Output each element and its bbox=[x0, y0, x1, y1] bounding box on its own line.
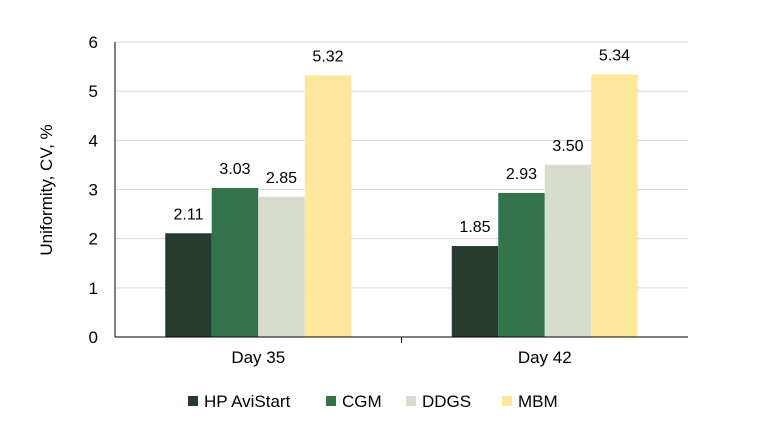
data-label: 5.32 bbox=[312, 48, 343, 65]
data-label: 3.03 bbox=[219, 161, 250, 178]
y-tick-label: 4 bbox=[89, 131, 98, 150]
bar bbox=[544, 164, 592, 337]
data-label: 2.11 bbox=[174, 206, 204, 223]
y-tick-label: 2 bbox=[89, 230, 98, 249]
bar bbox=[498, 192, 545, 337]
bar bbox=[591, 74, 638, 337]
bar bbox=[211, 188, 259, 337]
legend-label: DDGS bbox=[422, 392, 471, 411]
y-axis-label: Uniformity, CV, % bbox=[37, 124, 56, 255]
y-tick-label: 0 bbox=[89, 328, 98, 347]
x-tick-label: Day 42 bbox=[518, 348, 572, 367]
bar bbox=[304, 75, 352, 337]
legend-label: CGM bbox=[342, 392, 382, 411]
data-label: 2.93 bbox=[506, 166, 537, 183]
bar bbox=[258, 196, 305, 337]
legend-label: HP AviStart bbox=[204, 392, 291, 411]
y-tick-label: 3 bbox=[89, 181, 98, 200]
y-tick-label: 6 bbox=[89, 33, 98, 52]
y-tick-label: 5 bbox=[89, 82, 98, 101]
legend-marker bbox=[326, 396, 336, 406]
y-tick-label: 1 bbox=[89, 279, 98, 298]
bar bbox=[165, 233, 212, 337]
data-label: 2.85 bbox=[266, 170, 297, 187]
data-label: 1.85 bbox=[459, 219, 490, 236]
data-label: 5.34 bbox=[599, 47, 630, 64]
legend-marker bbox=[406, 396, 416, 406]
x-tick-label: Day 35 bbox=[231, 348, 285, 367]
legend-marker bbox=[502, 396, 512, 406]
data-label: 3.50 bbox=[552, 138, 583, 155]
legend-label: MBM bbox=[518, 392, 558, 411]
bar bbox=[451, 246, 499, 337]
legend-marker bbox=[188, 396, 198, 406]
